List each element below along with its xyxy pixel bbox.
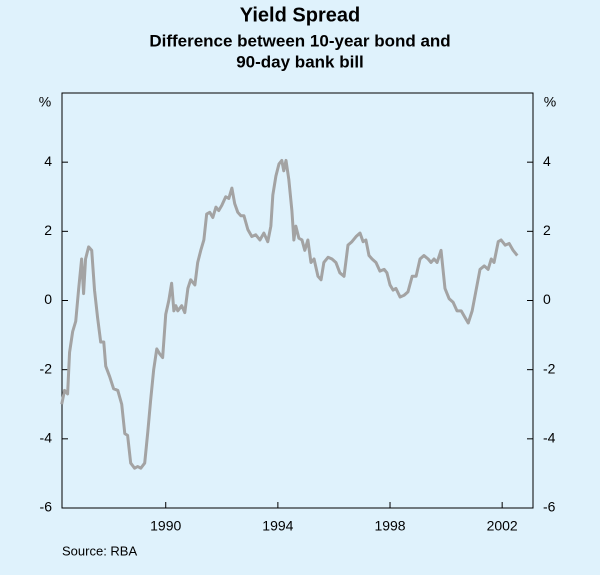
y2-axis-unit: % (544, 94, 556, 110)
chart-subtitle: 90-day bank bill (236, 52, 364, 71)
y-tick-label: 0 (44, 291, 52, 307)
y-tick-label: -6 (40, 499, 53, 515)
chart-subtitle: Difference between 10-year bond and (149, 31, 450, 50)
plot-frame (61, 92, 534, 509)
y-axis-unit: % (39, 94, 51, 110)
y2-tick-label: 4 (543, 153, 551, 169)
y-tick-label: -2 (40, 360, 53, 376)
x-tick-label: 1990 (150, 518, 181, 534)
y2-tick-label: -4 (543, 430, 556, 446)
y2-tick-label: 2 (543, 222, 551, 238)
data-line (60, 158, 519, 470)
y-tick-label: 4 (44, 153, 52, 169)
x-tick-label: 1998 (374, 518, 405, 534)
chart-title: Yield Spread (240, 4, 360, 26)
source: Source: RBA (62, 543, 137, 558)
y2-tick-label: 0 (543, 291, 551, 307)
x-tick-label: 2002 (487, 518, 518, 534)
y-tick-label: 2 (44, 222, 52, 238)
y2-tick-label: -2 (543, 360, 556, 376)
y-tick-label: -4 (40, 430, 53, 446)
y2-tick-label: -6 (543, 499, 556, 515)
x-tick-label: 1994 (262, 518, 293, 534)
